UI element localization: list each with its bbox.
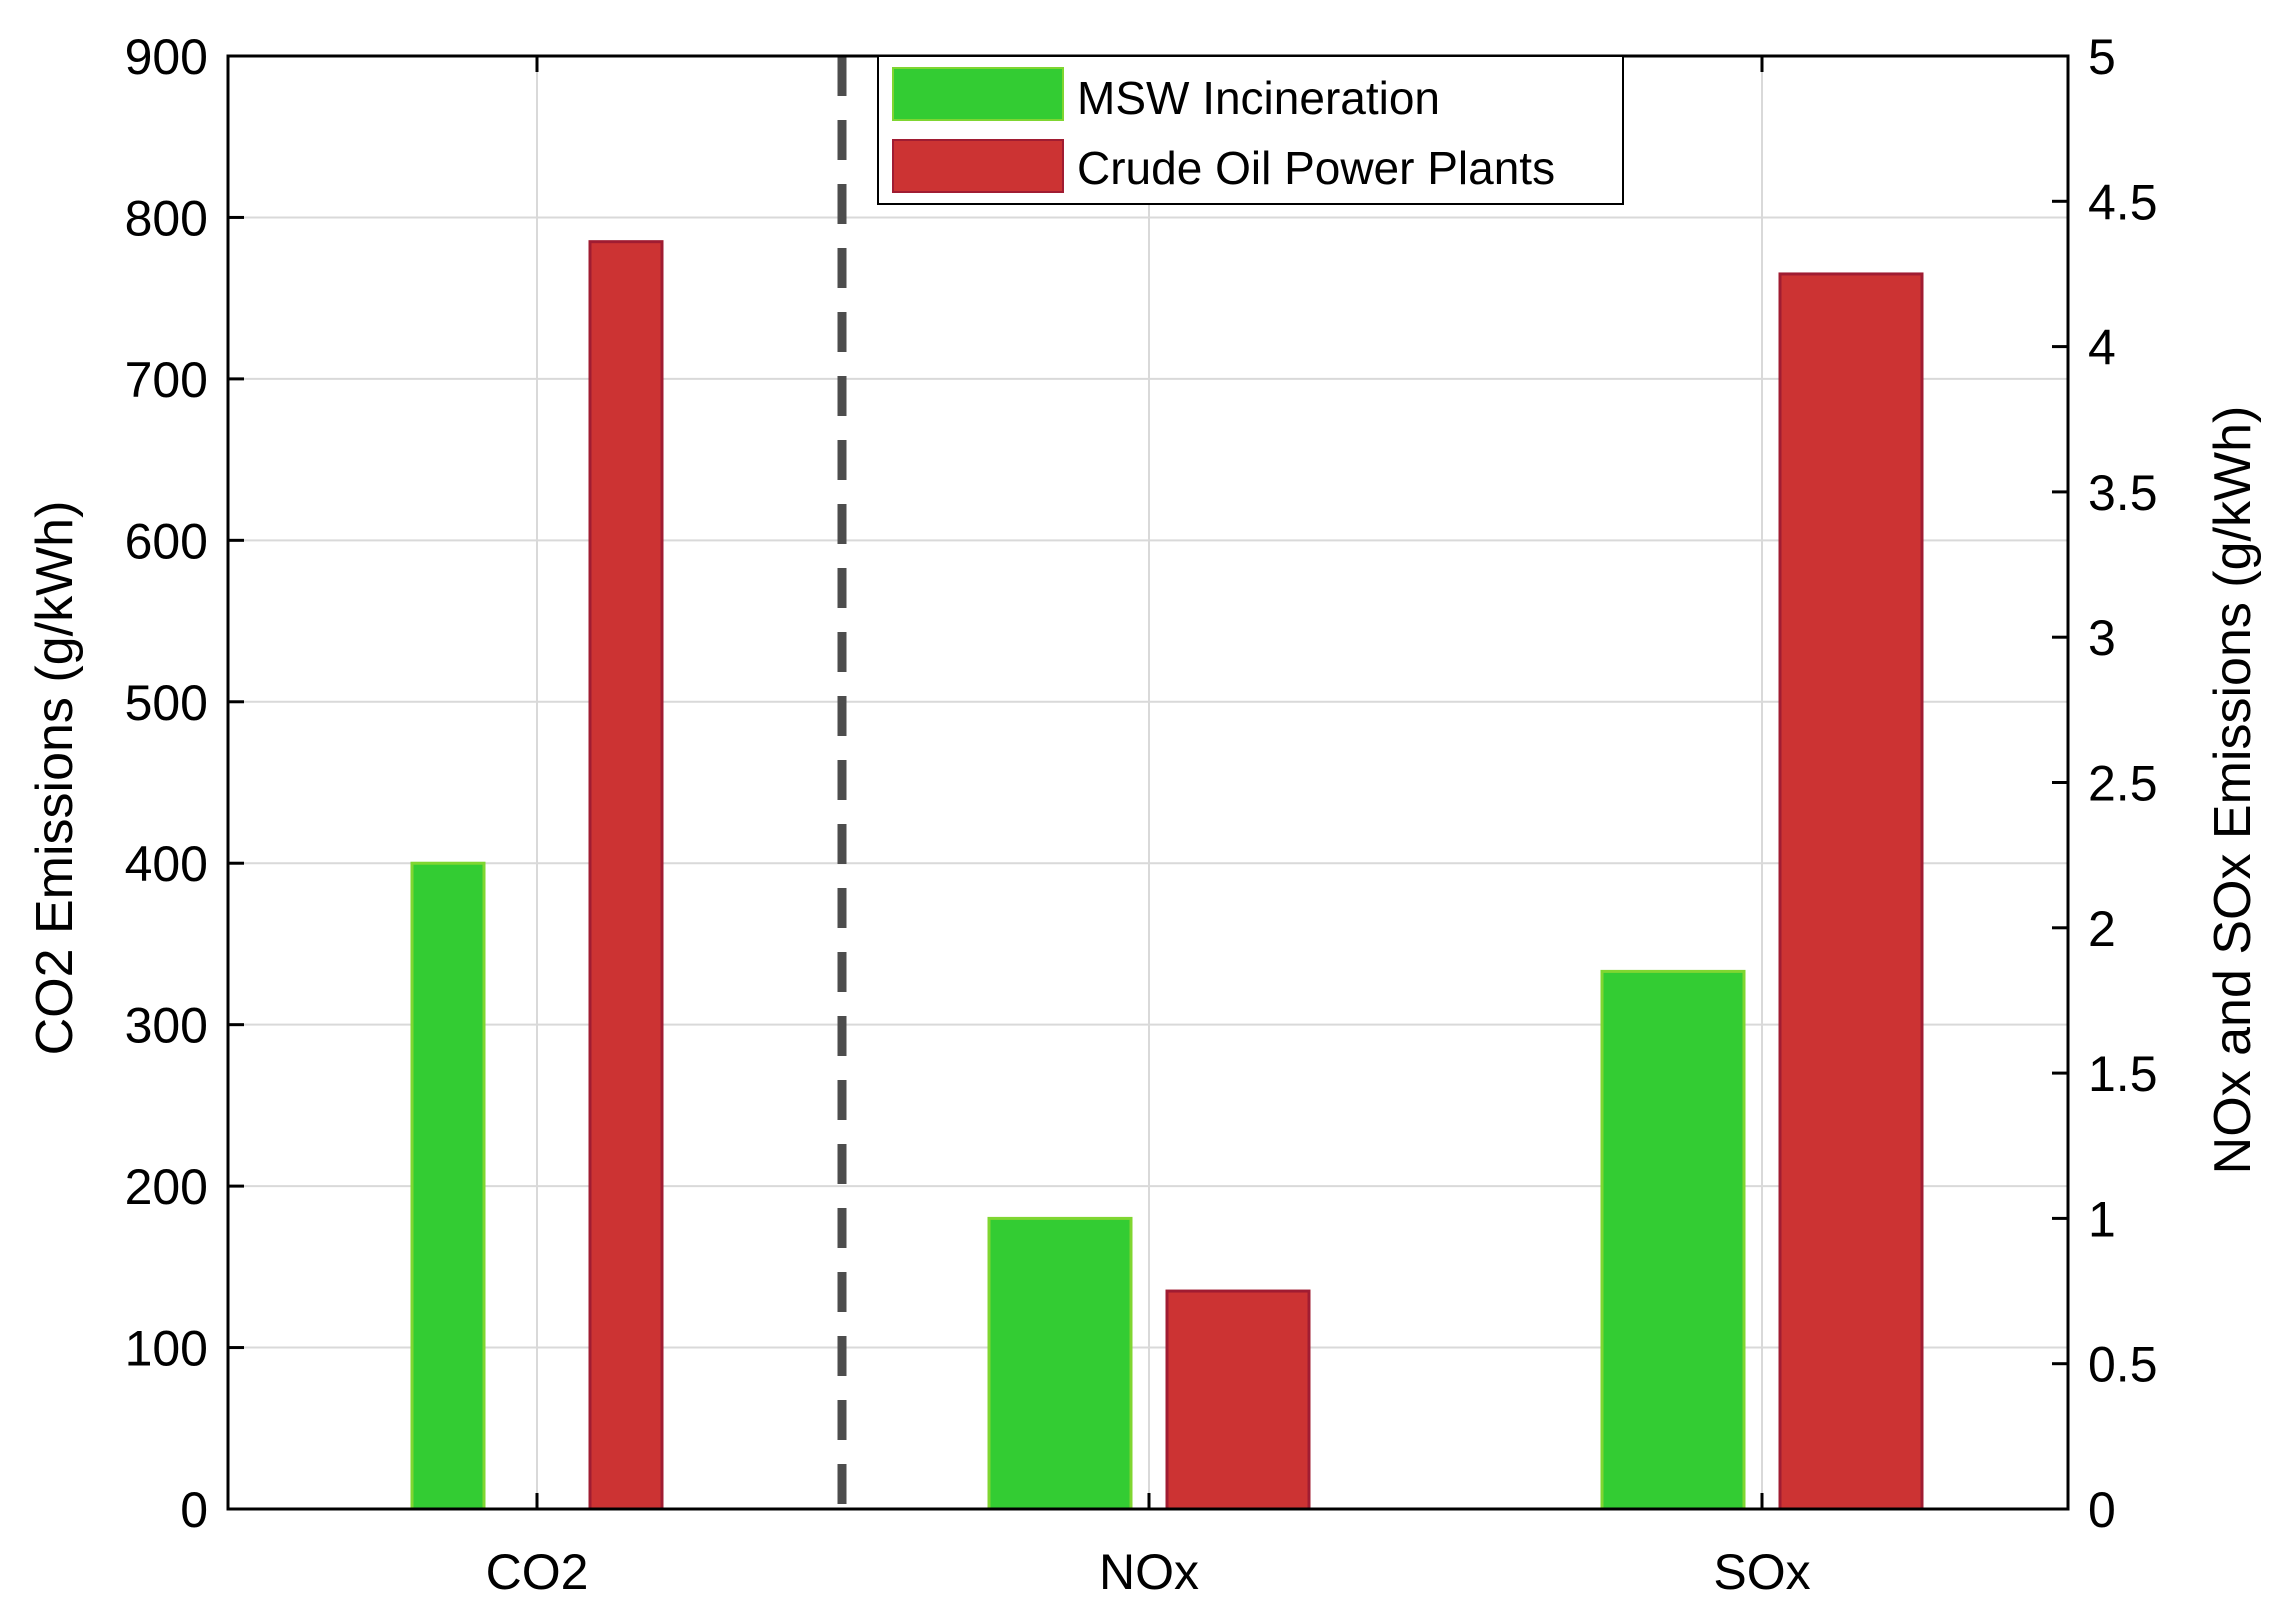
y-left-tick-label: 800 <box>125 190 208 246</box>
x-tick-label-co2: CO2 <box>486 1544 589 1600</box>
bar-sox-series-1 <box>1778 272 1924 1511</box>
y-right-tick-label: 2 <box>2088 901 2116 957</box>
y-left-tick-label: 100 <box>125 1321 208 1377</box>
y-left-tick-label: 500 <box>125 675 208 731</box>
x-tick-label-nox: NOx <box>1099 1544 1199 1600</box>
bar-co2-series-0 <box>410 861 486 1511</box>
y-right-tick-label: 2.5 <box>2088 756 2158 812</box>
y-right-tick-label: 1.5 <box>2088 1046 2158 1102</box>
y-left-tick-label: 900 <box>125 29 208 85</box>
y-left-tick-label: 200 <box>125 1159 208 1215</box>
legend-swatch-crude-oil <box>892 139 1064 193</box>
legend: MSW Incineration Crude Oil Power Plants <box>877 55 1624 205</box>
y-left-tick-label: 0 <box>180 1482 208 1538</box>
y-right-tick-label: 3 <box>2088 610 2116 666</box>
ticks-layer: 0 100 200 300 400 500 600 700 800 900 0 0.5 1 1.5 2 2.5… <box>125 29 2158 1600</box>
legend-label-crude-oil: Crude Oil Power Plants <box>1077 142 1555 194</box>
bar-nox-series-0 <box>987 1216 1133 1511</box>
y-right-tick-label: 0 <box>2088 1482 2116 1538</box>
y-axis-left-title: CO2 Emissions (g/kWh) <box>26 501 84 1056</box>
y-right-tick-label: 4 <box>2088 320 2116 376</box>
bar-nox-series-1 <box>1165 1289 1311 1511</box>
x-tick-label-sox: SOx <box>1713 1544 1810 1600</box>
y-right-tick-label: 1 <box>2088 1191 2116 1247</box>
legend-label-msw: MSW Incineration <box>1077 72 1440 124</box>
y-axis-right-title: NOx and SOx Emissions (g/kWh) <box>2204 406 2262 1175</box>
y-left-tick-label: 600 <box>125 513 208 569</box>
y-right-tick-label: 5 <box>2088 29 2116 85</box>
bar-sox-series-0 <box>1600 969 1746 1511</box>
y-left-tick-label: 700 <box>125 352 208 408</box>
y-left-tick-label: 400 <box>125 836 208 892</box>
y-right-tick-label: 0.5 <box>2088 1337 2158 1393</box>
legend-swatch-msw <box>892 67 1064 121</box>
y-left-tick-label: 300 <box>125 998 208 1054</box>
bars-layer <box>410 240 1924 1511</box>
grid-layer <box>228 56 2068 1509</box>
y-right-tick-label: 4.5 <box>2088 174 2158 230</box>
y-right-tick-label: 3.5 <box>2088 465 2158 521</box>
bar-co2-series-1 <box>588 240 664 1511</box>
